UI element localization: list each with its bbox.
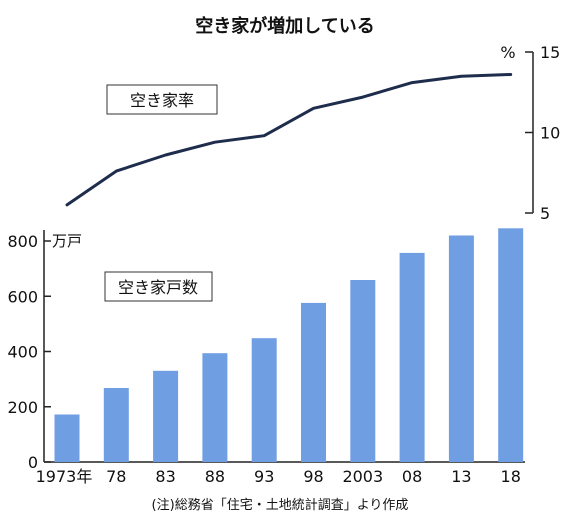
rate-tick-label: 5 xyxy=(540,204,550,223)
bar xyxy=(448,235,474,462)
count-tick-label: 200 xyxy=(7,398,38,417)
rate-line-chart: 5 10 15 % 空き家率 xyxy=(65,43,560,223)
bar xyxy=(301,302,326,462)
count-tick-label: 0 xyxy=(28,453,38,472)
x-tick-label: 13 xyxy=(451,467,471,486)
rate-series-line xyxy=(65,73,513,207)
chart-title: 空き家が増加している xyxy=(195,15,374,37)
x-tick-label: 83 xyxy=(155,467,175,486)
count-tick-label: 800 xyxy=(7,232,38,251)
x-tick-label: 2003 xyxy=(342,467,383,486)
bar xyxy=(202,353,228,462)
count-tick-label: 400 xyxy=(7,343,38,362)
x-tick-label: 93 xyxy=(254,467,274,486)
bar xyxy=(399,252,425,462)
bar xyxy=(153,370,179,462)
x-tick-label: 08 xyxy=(402,467,422,486)
bar xyxy=(103,388,129,462)
x-tick-label: 88 xyxy=(205,467,225,486)
x-tick-label: 18 xyxy=(501,467,521,486)
count-label-box xyxy=(104,271,213,302)
bar xyxy=(251,338,277,462)
x-tick-label: 78 xyxy=(106,467,126,486)
count-unit-label: 万戸 xyxy=(52,232,82,250)
rate-unit-label: % xyxy=(500,43,515,62)
bar xyxy=(350,280,376,462)
bar xyxy=(498,228,524,462)
rate-label-box xyxy=(106,84,218,115)
rate-tick-label: 10 xyxy=(540,124,560,143)
bar xyxy=(54,414,80,462)
source-note: (注)総務省「住宅・土地統計調査」より作成 xyxy=(152,497,409,513)
count-tick-label: 600 xyxy=(7,287,38,306)
count-bar-chart: 0 200 400 600 800 万戸 空き家戸数 1973年 78 83 88 93 98 20… xyxy=(7,228,525,486)
rate-tick-label: 15 xyxy=(540,43,560,62)
x-tick-label: 98 xyxy=(303,467,323,486)
x-tick-label: 1973年 xyxy=(36,467,93,486)
count-series-label: 空き家戸数 xyxy=(118,278,198,297)
rate-series-label: 空き家率 xyxy=(130,91,194,110)
